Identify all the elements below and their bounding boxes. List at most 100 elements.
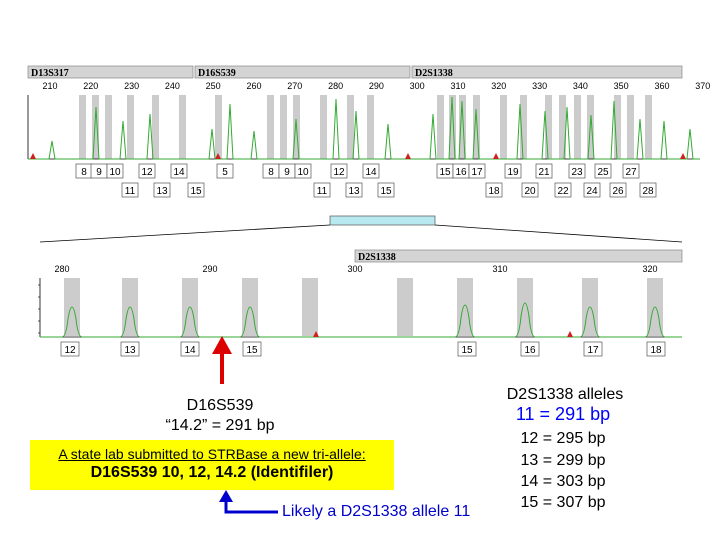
top-bin-label: 17 xyxy=(471,167,483,178)
top-bin-column xyxy=(127,95,134,159)
top-peak-marker xyxy=(493,153,499,159)
top-bin-column xyxy=(367,95,374,159)
zoom-bin-label: 12 xyxy=(64,345,76,356)
top-bin-column xyxy=(280,95,287,159)
notice-line-2: D16S539 10, 12, 14.2 (Identifiler) xyxy=(90,464,334,481)
top-bin-box xyxy=(468,163,486,179)
top-scale-tick: 340 xyxy=(573,81,588,91)
allele-row-12: 12 = 295 bp xyxy=(520,430,606,447)
zoom-bin-box xyxy=(180,341,200,357)
top-bin-column xyxy=(645,95,652,159)
allele-row-14: 14 = 303 bp xyxy=(520,473,606,490)
d16s539-callout: D16S539 “14.2” = 291 bp xyxy=(120,396,320,436)
top-bin-label: 19 xyxy=(507,167,519,178)
locus-bar-d13s317 xyxy=(27,65,194,79)
zoom-bin-label: 14 xyxy=(184,345,196,356)
top-bin-label-row2: 13 xyxy=(348,186,360,197)
zoom-guide-right xyxy=(434,224,683,243)
top-scale-tick: 290 xyxy=(369,81,384,91)
alleles-table-title: D2S1338 alleles xyxy=(506,386,624,403)
top-bin-label-row2: 15 xyxy=(190,186,202,197)
top-bin-box xyxy=(106,163,124,179)
top-bin-label: 9 xyxy=(284,167,290,178)
top-scale-tick: 280 xyxy=(328,81,343,91)
top-scale-tick: 360 xyxy=(654,81,669,91)
top-scale-tick: 220 xyxy=(83,81,98,91)
zoom-bin-column xyxy=(397,278,413,336)
top-bin-label-row2: 20 xyxy=(524,186,536,197)
top-bin-box-row2 xyxy=(153,182,171,198)
allele-row-15: 15 = 307 bp xyxy=(520,494,606,511)
top-bin-label-row2: 26 xyxy=(612,186,624,197)
zoom-peak-marker xyxy=(313,331,319,337)
top-bin-column xyxy=(559,95,566,159)
zoom-bin-box xyxy=(242,341,262,357)
top-bin-column xyxy=(459,95,466,159)
top-scale-tick: 370 xyxy=(695,81,710,91)
top-bin-label-row2: 24 xyxy=(586,186,598,197)
top-bin-box xyxy=(622,163,640,179)
top-bin-label: 14 xyxy=(365,167,377,178)
top-bin-column xyxy=(347,95,354,159)
zoom-bin-column xyxy=(517,278,533,336)
zoom-locus-bar xyxy=(354,249,683,263)
tri-allele-notice: A state lab submitted to STRBase a new t… xyxy=(30,440,394,490)
zoom-scale-tick: 290 xyxy=(202,264,217,274)
zoom-region-marker xyxy=(329,215,436,226)
top-bin-label-row2: 28 xyxy=(642,186,654,197)
locus-bar-d16s539 xyxy=(194,65,411,79)
top-bin-label: 8 xyxy=(81,167,87,178)
top-bin-label: 5 xyxy=(222,167,228,178)
locus-label-d16s539: D16S539 xyxy=(198,68,236,79)
top-bin-box xyxy=(294,163,312,179)
top-bin-label: 25 xyxy=(597,167,609,178)
top-bin-label: 23 xyxy=(571,167,583,178)
top-bin-box-row2 xyxy=(121,182,139,198)
top-bin-label-row2: 18 xyxy=(488,186,500,197)
top-bin-column xyxy=(320,95,327,159)
top-bin-label-row2: 11 xyxy=(125,186,136,197)
top-bin-label: 10 xyxy=(297,167,309,178)
zoom-scale-tick: 280 xyxy=(54,264,69,274)
zoom-bin-box xyxy=(60,341,80,357)
top-peak-marker xyxy=(215,153,221,159)
locus-label-d13s317: D13S317 xyxy=(31,68,69,79)
top-bin-box xyxy=(594,163,612,179)
top-bin-column xyxy=(520,95,527,159)
top-bin-column xyxy=(79,95,86,159)
zoom-peak-marker xyxy=(567,331,573,337)
top-scale-tick: 210 xyxy=(42,81,57,91)
top-scale-tick: 300 xyxy=(410,81,425,91)
zoom-bin-label: 17 xyxy=(587,345,599,356)
top-bin-label: 12 xyxy=(333,167,345,178)
top-bin-column xyxy=(627,95,634,159)
top-bin-box xyxy=(138,163,156,179)
top-bin-column xyxy=(179,95,186,159)
top-bin-column xyxy=(545,95,552,159)
top-bin-box-row2 xyxy=(187,182,205,198)
top-bin-column xyxy=(574,95,581,159)
top-bin-box-row2 xyxy=(583,182,601,198)
conclusion-text: Likely a D2S1338 allele 11 xyxy=(282,503,471,520)
top-scale-tick: 320 xyxy=(491,81,506,91)
zoom-bin-label: 18 xyxy=(650,345,662,356)
locus-label-d2s1338: D2S1338 xyxy=(415,68,453,79)
zoom-guide-left xyxy=(39,224,331,243)
top-bin-column xyxy=(215,95,222,159)
top-bin-box xyxy=(568,163,586,179)
top-bin-label: 15 xyxy=(439,167,451,178)
top-bin-label: 21 xyxy=(538,167,550,178)
top-bin-label-row2: 13 xyxy=(156,186,168,197)
zoom-trace xyxy=(40,302,682,338)
top-bin-box xyxy=(216,163,234,179)
top-bin-column xyxy=(449,95,456,159)
top-bin-label: 27 xyxy=(625,167,637,178)
top-bin-column xyxy=(614,95,621,159)
zoom-bin-box xyxy=(520,341,540,357)
top-scale-tick: 350 xyxy=(614,81,629,91)
top-bin-label-row2: 22 xyxy=(557,186,569,197)
top-scale-tick: 330 xyxy=(532,81,547,91)
top-scale-tick: 310 xyxy=(450,81,465,91)
